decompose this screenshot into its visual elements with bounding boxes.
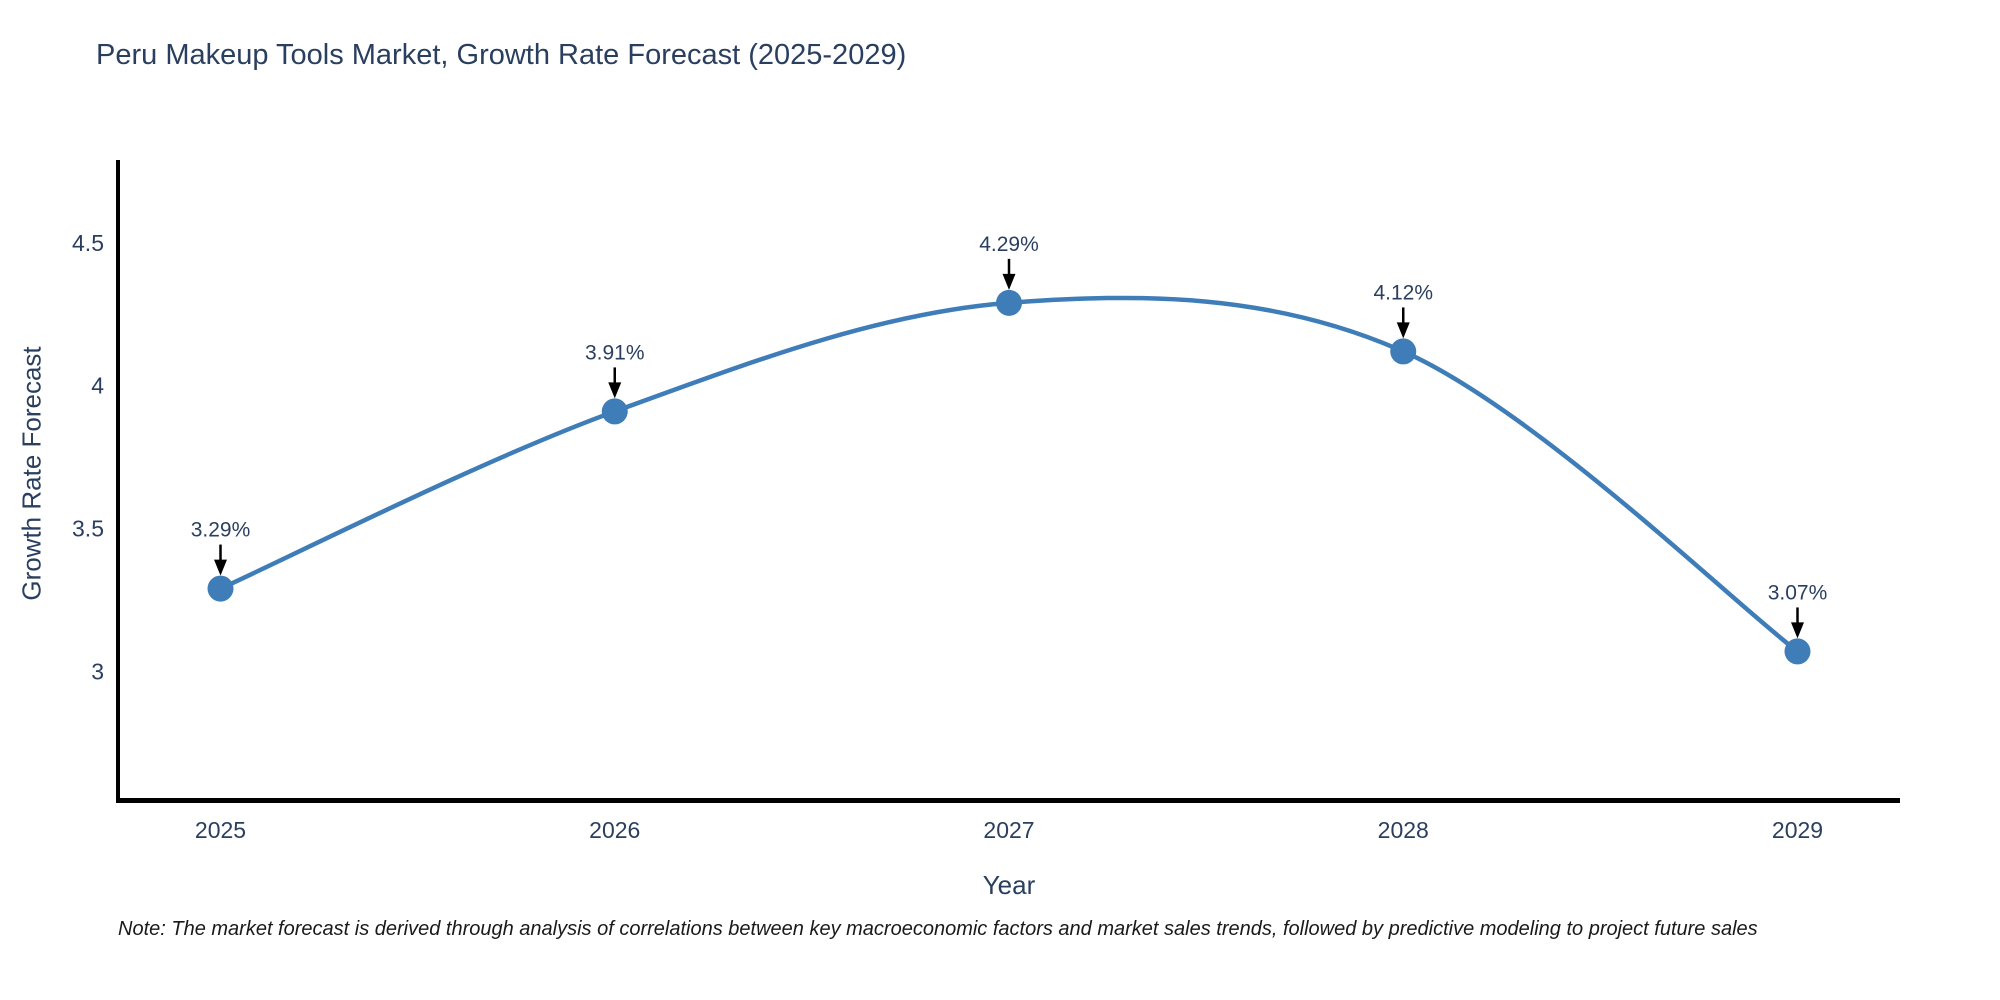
annotation-arrowhead bbox=[214, 559, 228, 576]
data-point-marker bbox=[207, 575, 234, 602]
x-tick-label: 2026 bbox=[589, 817, 640, 843]
y-tick-label: 4.5 bbox=[72, 230, 104, 256]
x-axis-title: Year bbox=[982, 870, 1036, 900]
x-axis-spine bbox=[116, 798, 1900, 803]
annotation-arrowhead bbox=[1396, 322, 1410, 339]
y-tick-label: 3.5 bbox=[72, 516, 104, 542]
annotation-label: 4.12% bbox=[1373, 281, 1433, 304]
data-point-marker bbox=[601, 398, 628, 425]
chart-title: Peru Makeup Tools Market, Growth Rate Fo… bbox=[96, 39, 907, 71]
annotation-label: 3.07% bbox=[1768, 581, 1828, 604]
annotation-label: 4.29% bbox=[979, 233, 1039, 256]
y-tick-label: 3 bbox=[91, 658, 104, 684]
y-axis-spine bbox=[116, 160, 120, 803]
annotation-label: 3.91% bbox=[585, 341, 645, 364]
data-point-marker bbox=[1784, 638, 1811, 665]
line-series-path bbox=[218, 295, 1800, 654]
y-tick-label: 4 bbox=[91, 373, 104, 399]
footnote: Note: The market forecast is derived thr… bbox=[118, 918, 1758, 940]
annotation-arrowhead bbox=[1790, 622, 1804, 639]
annotation-label: 3.29% bbox=[191, 519, 251, 542]
x-tick-label: 2025 bbox=[195, 817, 246, 843]
x-tick-label: 2028 bbox=[1378, 817, 1429, 843]
annotation-arrowhead bbox=[1002, 273, 1016, 290]
annotation-arrowhead bbox=[608, 382, 622, 399]
x-tick-label: 2029 bbox=[1772, 817, 1823, 843]
x-tick-label: 2027 bbox=[983, 817, 1034, 843]
data-point-marker bbox=[996, 289, 1022, 316]
data-point-marker bbox=[1390, 338, 1417, 365]
